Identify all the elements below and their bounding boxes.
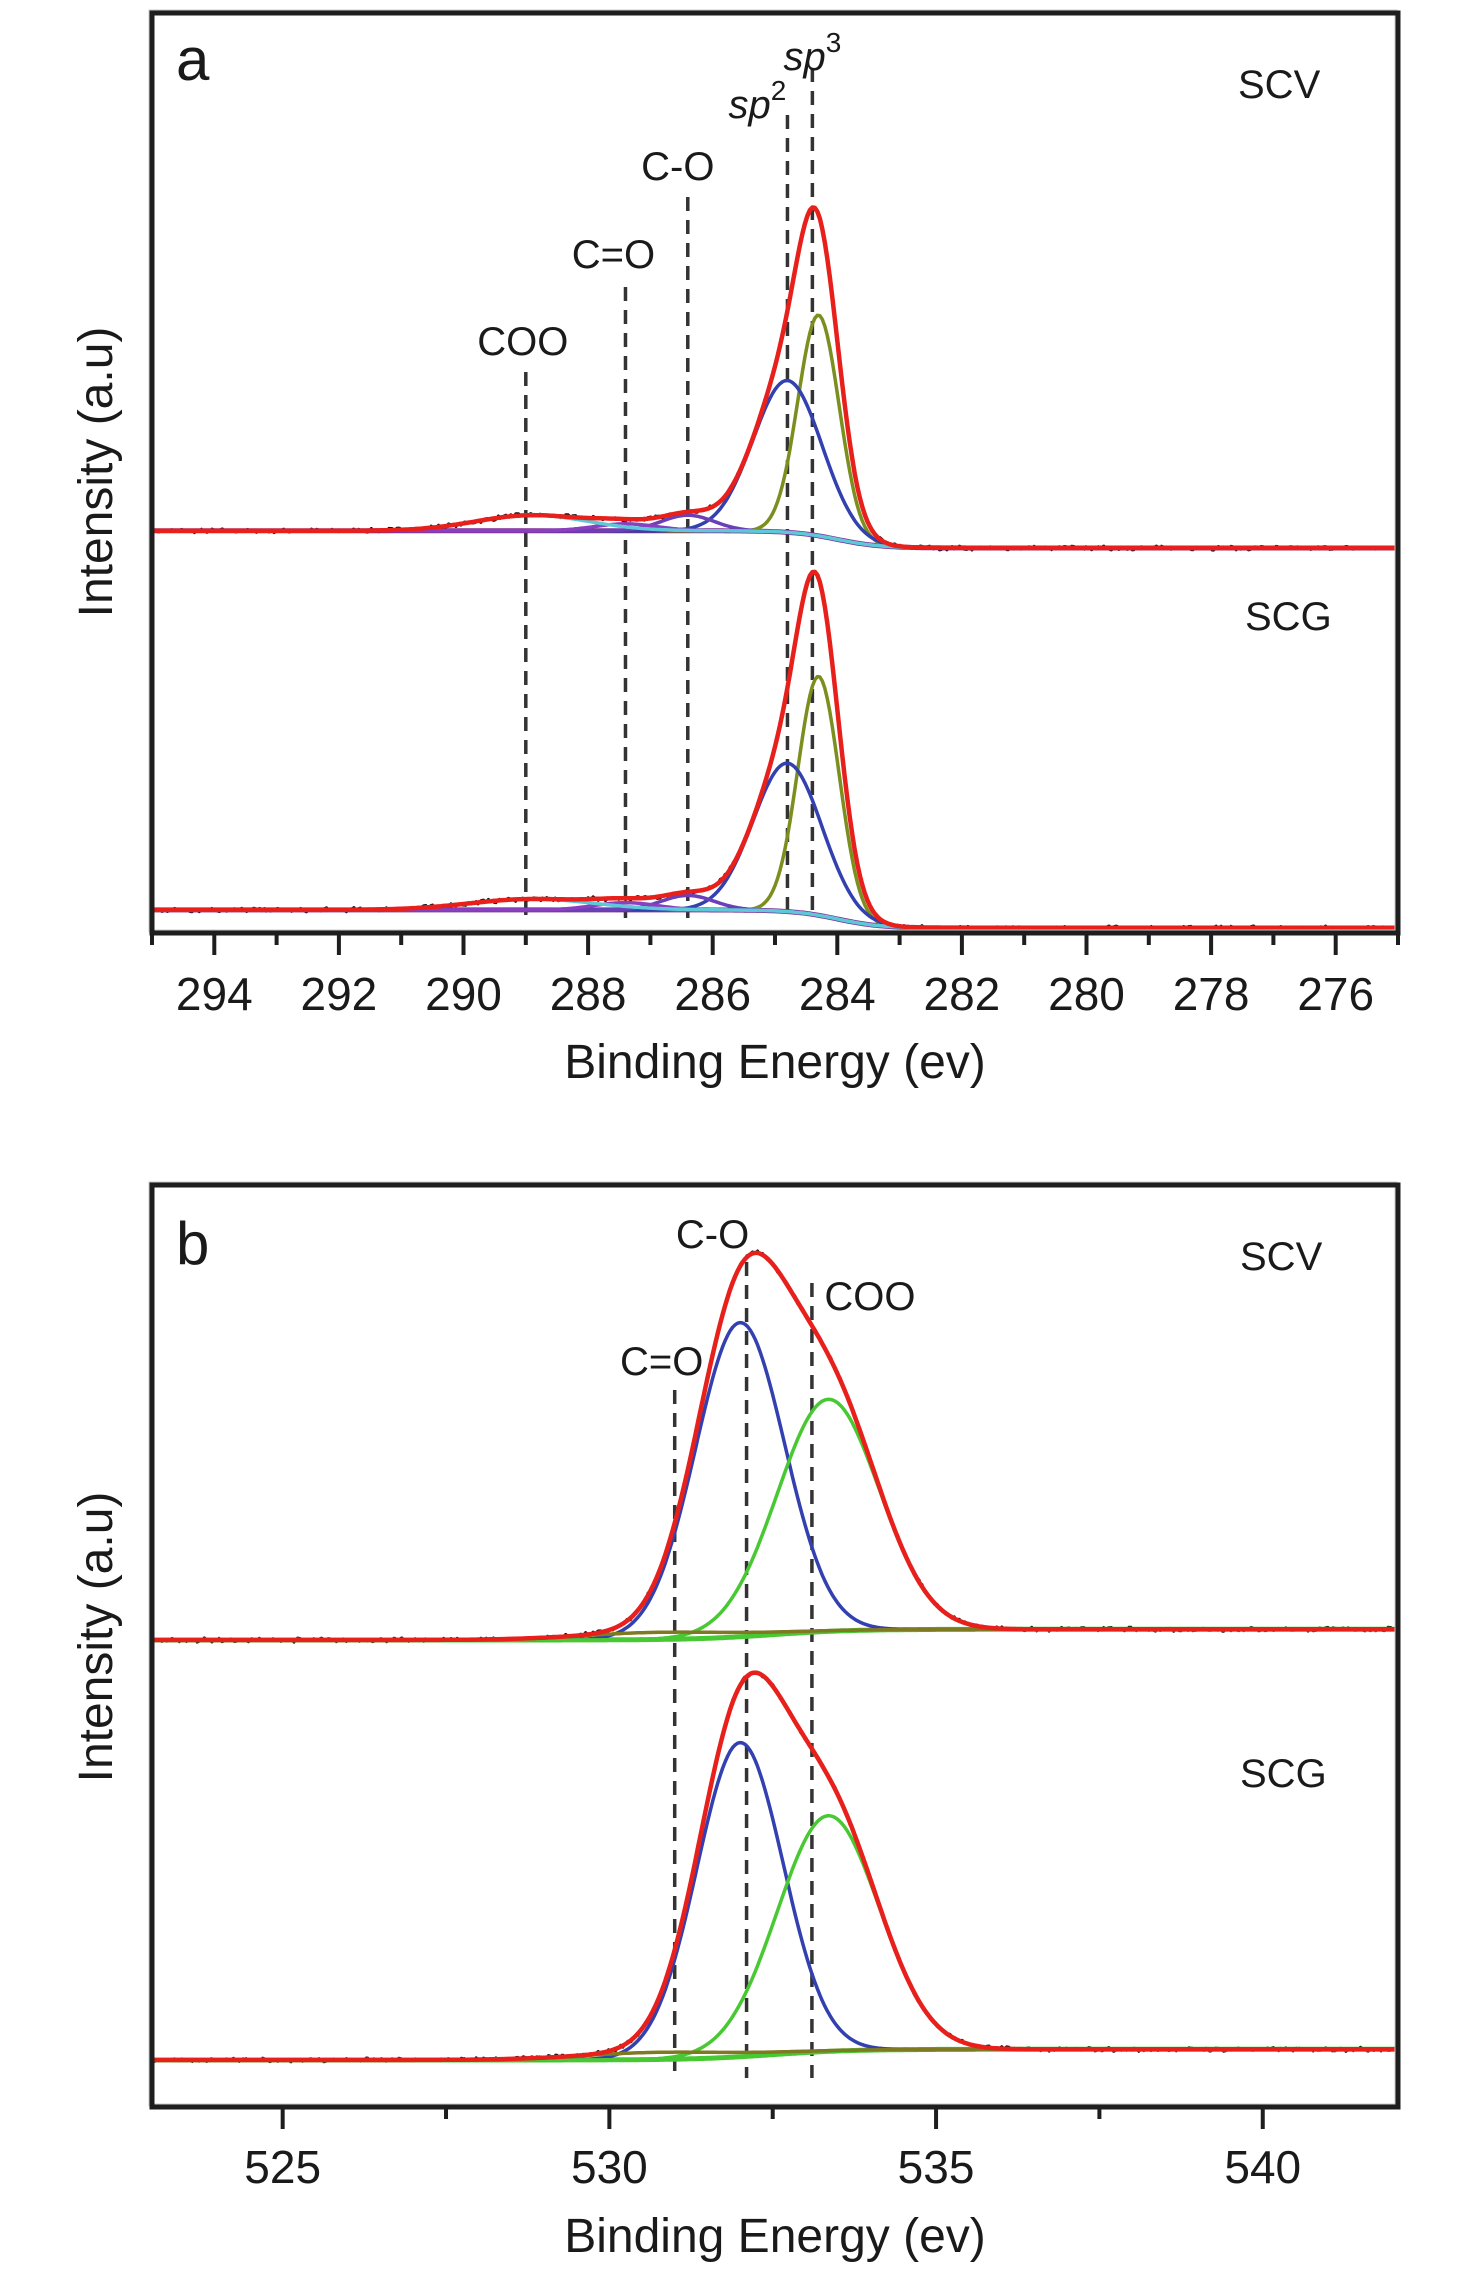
component-sp2-scg (152, 761, 1398, 930)
panel-a-c1s-spectrum: 294 292 290 288 286 284 282 280 278 276 a SCV SCG… (70, 9, 1401, 1089)
component-sp3-scg (152, 674, 1398, 930)
panel-a-x-axis-ticks: 294 292 290 288 286 284 282 280 278 276 (150, 933, 1400, 1020)
panel-b-plot-area (152, 1249, 1398, 2078)
panel-b-letter: b (176, 1210, 209, 1277)
panel-a-frame (149, 10, 1401, 936)
x-tick-label: 294 (176, 968, 253, 1020)
x-tick-label: 288 (550, 968, 627, 1020)
raw-data-scv (152, 1249, 1398, 1644)
panel-a-x-axis-title: Binding Energy (ev) (564, 1036, 986, 1089)
panel-b-y-axis-title: Intensity (a.u) (70, 1492, 123, 1783)
panel-a-sample-label-scg: SCG (1245, 595, 1332, 639)
component-c-o-scv (152, 1320, 1398, 1642)
x-tick-label: 530 (571, 2141, 648, 2193)
component-coo-scg (152, 897, 1398, 930)
peak-label-coo: COO (477, 320, 568, 364)
fit-envelope-scv (152, 1250, 1398, 1643)
x-tick-label: 280 (1048, 968, 1125, 1020)
peak-label-c-o: C-O (676, 1213, 749, 1257)
panel-a-plot-area (152, 68, 1398, 932)
x-tick-label: 282 (924, 968, 1001, 1020)
peak-label-c-o: C=O (620, 1340, 703, 1384)
component-c-o-scg (152, 1740, 1398, 2062)
peak-label-sp3: sp3 (783, 27, 841, 79)
component-sp3-scv (152, 313, 1398, 550)
fit-envelope-scg (152, 569, 1398, 931)
x-tick-label: 525 (244, 2141, 321, 2193)
x-tick-label: 535 (898, 2141, 975, 2193)
panel-a-frame-shadow (148, 9, 1398, 933)
panel-b-sample-label-scg: SCG (1240, 1752, 1327, 1796)
panel-b-peak-annotations: C=O C-O COO (620, 1213, 915, 1384)
panel-b-x-axis-title: Binding Energy (ev) (564, 2210, 986, 2263)
fit-envelope-scg (152, 1670, 1398, 2063)
component-c-o-scg (152, 900, 1398, 930)
peak-label-c-o: C-O (641, 145, 714, 189)
panel-b-frame (149, 1182, 1401, 2110)
panel-a-letter: a (176, 26, 210, 93)
fit-envelope-scv (152, 205, 1398, 551)
component-coo-scg (152, 1814, 1398, 2062)
raw-data-scg (152, 1670, 1398, 2064)
component-coo-scv (152, 1397, 1398, 1642)
peak-label-coo: COO (824, 1275, 915, 1319)
panel-b-sample-label-scv: SCV (1240, 1235, 1323, 1279)
x-tick-label: 290 (425, 968, 502, 1020)
x-tick-label: 540 (1224, 2141, 1301, 2193)
x-tick-label: 284 (799, 968, 876, 1020)
component-sp2-scv (152, 378, 1398, 550)
panel-b-frame-shadow (148, 1181, 1398, 2107)
raw-data-scv (152, 206, 1398, 552)
panel-b-o1s-spectrum: 525 530 535 540 b SCV SCG C=O C-O COO Binding… (70, 1181, 1401, 2263)
x-tick-label: 276 (1297, 968, 1374, 1020)
x-tick-label: 278 (1173, 968, 1250, 1020)
x-tick-label: 286 (674, 968, 751, 1020)
panel-b-x-axis-ticks: 525 530 535 540 (244, 2107, 1301, 2193)
panel-a-sample-label-scv: SCV (1238, 63, 1321, 107)
component-c-o-scv (152, 522, 1398, 550)
panel-a-y-axis-title: Intensity (a.u) (70, 327, 123, 618)
peak-label-sp2: sp2 (729, 75, 787, 127)
x-tick-label: 292 (301, 968, 378, 1020)
peak-label-c-o: C=O (572, 233, 655, 277)
